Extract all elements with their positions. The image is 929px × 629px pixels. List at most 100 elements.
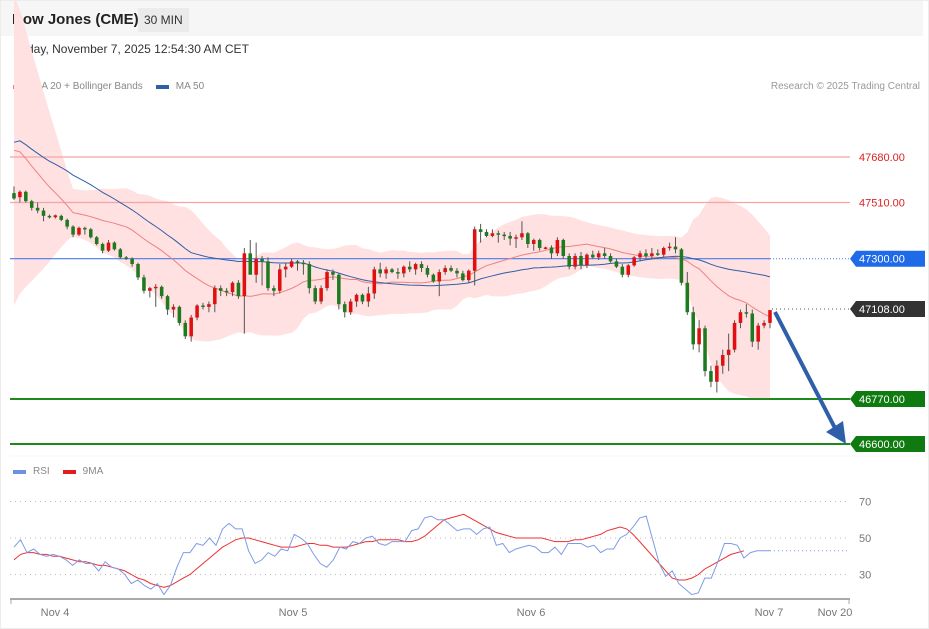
candle-down bbox=[644, 253, 648, 257]
support-label: 46600.00 bbox=[859, 439, 905, 451]
timeframe-badge[interactable]: 30 MIN bbox=[138, 8, 189, 32]
candle-up bbox=[632, 257, 636, 266]
candle-up bbox=[319, 288, 323, 302]
candle-down bbox=[177, 306, 182, 323]
candle-up bbox=[18, 191, 22, 198]
candle-down bbox=[201, 305, 205, 308]
candle-up bbox=[283, 266, 288, 270]
candle-down bbox=[71, 226, 75, 235]
rsi-ma-line bbox=[13, 513, 745, 588]
candle-up bbox=[230, 282, 235, 293]
arrow-head bbox=[826, 421, 846, 444]
candle-down bbox=[136, 264, 140, 278]
last-price-tag bbox=[850, 301, 925, 317]
candle-down bbox=[579, 256, 583, 266]
candle-down bbox=[313, 288, 317, 302]
rsi-tick-label: 70 bbox=[859, 497, 871, 509]
candle-down bbox=[94, 237, 99, 244]
candle-down bbox=[591, 254, 595, 258]
candle-down bbox=[183, 322, 188, 337]
candle-down bbox=[83, 227, 87, 230]
candle-down bbox=[484, 231, 489, 236]
copyright-credit: Research © 2025 Trading Central bbox=[770, 81, 920, 92]
candle-up bbox=[514, 237, 518, 239]
x-axis-label: Nov 6 bbox=[517, 607, 546, 619]
moving-averages bbox=[13, 140, 771, 318]
candle-up bbox=[555, 239, 560, 254]
instrument-title: Dow Jones (CME) bbox=[12, 11, 139, 28]
ma50-line bbox=[13, 140, 771, 287]
candle-down bbox=[449, 268, 453, 271]
candle-down bbox=[431, 274, 436, 282]
candle-down bbox=[679, 249, 684, 283]
candle-up bbox=[153, 286, 158, 289]
candle-down bbox=[502, 234, 506, 237]
candle-up bbox=[715, 365, 719, 382]
candle-up bbox=[732, 322, 737, 350]
candle-up bbox=[531, 239, 536, 244]
candle-up bbox=[413, 264, 418, 270]
x-axis-label: Nov 4 bbox=[41, 607, 70, 619]
candle-down bbox=[750, 313, 755, 342]
candle-up bbox=[638, 253, 642, 258]
candle-down bbox=[455, 270, 459, 274]
candle-down bbox=[331, 272, 335, 275]
x-axis-label: Nov 5 bbox=[279, 607, 308, 619]
candle-up bbox=[77, 227, 81, 235]
candle-down bbox=[461, 273, 465, 281]
candle-down bbox=[526, 233, 530, 244]
candle-down bbox=[124, 257, 128, 259]
price-levels bbox=[10, 156, 850, 445]
candle-down bbox=[337, 274, 341, 305]
candle-up bbox=[573, 256, 577, 267]
candle-down bbox=[561, 239, 566, 257]
candle-down bbox=[248, 253, 253, 275]
candle-up bbox=[596, 253, 601, 258]
candle-up bbox=[354, 294, 359, 302]
candle-down bbox=[608, 256, 613, 262]
ma20-legend-label: MA 20 + Bollinger Bands bbox=[33, 81, 143, 92]
candle-up bbox=[289, 261, 294, 267]
x-axis-label: Nov 7 bbox=[755, 607, 784, 619]
candle-down bbox=[266, 261, 270, 289]
candle-down bbox=[508, 235, 512, 239]
candle-up bbox=[467, 270, 471, 281]
candle-up bbox=[661, 247, 666, 255]
candle-up bbox=[726, 349, 731, 356]
candle-up bbox=[195, 305, 199, 318]
candle-up bbox=[325, 272, 329, 289]
ma50-legend-swatch bbox=[155, 84, 169, 89]
candle-down bbox=[620, 266, 625, 275]
rsi-legend-label: RSI bbox=[33, 466, 50, 477]
candle-down bbox=[307, 264, 312, 289]
candle-down bbox=[159, 286, 164, 297]
candle-up bbox=[768, 310, 772, 323]
candle-up bbox=[585, 254, 589, 266]
candle-down bbox=[260, 258, 264, 262]
candle-down bbox=[165, 296, 170, 310]
candle-up bbox=[697, 328, 701, 345]
candle-up bbox=[720, 355, 725, 366]
candle-down bbox=[224, 290, 229, 293]
pivot-label: 47300.00 bbox=[859, 254, 905, 266]
resistance-label: 47510.00 bbox=[859, 197, 905, 209]
arrow-shaft bbox=[773, 311, 838, 431]
candle-down bbox=[272, 288, 276, 291]
candle-down bbox=[478, 229, 483, 232]
rsi-ma-legend-swatch bbox=[62, 469, 76, 474]
price-labels: 47680.00 47510.00 47300.00 47108.00 46770.00… bbox=[850, 152, 925, 452]
candle-up bbox=[472, 229, 477, 271]
candle-up bbox=[189, 317, 193, 337]
candle-up bbox=[384, 269, 388, 274]
candle-down bbox=[656, 253, 660, 255]
candle-up bbox=[626, 265, 631, 275]
candle-down bbox=[295, 261, 300, 263]
rsi-panel: 70 50 30 bbox=[10, 497, 871, 596]
pivot-price-tag bbox=[850, 250, 925, 267]
candle-up bbox=[762, 322, 766, 326]
candle-up bbox=[650, 253, 654, 257]
candle-down bbox=[744, 312, 749, 314]
rsi-tick-label: 50 bbox=[859, 533, 871, 545]
candle-up bbox=[148, 288, 152, 291]
